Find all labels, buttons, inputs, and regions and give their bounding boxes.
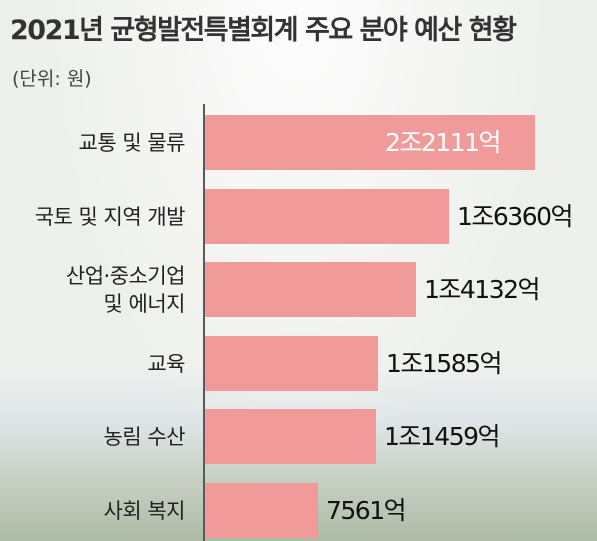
chart-title: 2021년 균형발전특별회계 주요 분야 예산 현황 xyxy=(10,15,517,46)
value-label: 1조4132억 xyxy=(424,275,541,304)
bar xyxy=(205,189,449,244)
category-label: 교육 xyxy=(147,352,185,376)
bar xyxy=(205,115,535,170)
bar xyxy=(205,262,416,317)
category-label: 국토 및 지역 개발 xyxy=(34,205,186,229)
value-label: 2조2111억 xyxy=(385,128,502,157)
value-label: 1조1585억 xyxy=(386,349,503,378)
category-label: 농림 수산 xyxy=(103,425,186,449)
category-label: 사회 복지 xyxy=(103,499,186,523)
value-label: 7561억 xyxy=(326,496,407,525)
bar xyxy=(205,409,376,464)
value-label: 1조1459억 xyxy=(384,422,501,451)
category-label: 산업·중소기업 및 에너지 xyxy=(65,264,186,316)
value-label: 1조6360억 xyxy=(457,202,574,231)
bar xyxy=(205,336,378,391)
unit-note: (단위: 원) xyxy=(12,68,92,90)
category-label: 교통 및 물류 xyxy=(78,131,186,155)
bar xyxy=(205,483,318,538)
y-axis-line xyxy=(203,104,205,541)
